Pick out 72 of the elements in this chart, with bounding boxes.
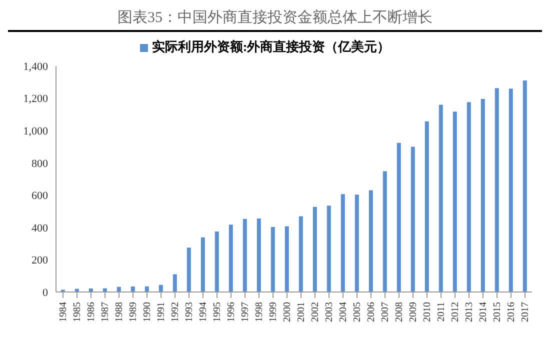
- y-tick-label: 1,400: [23, 60, 48, 73]
- x-tick-label: 1993: [184, 302, 196, 322]
- x-tick-label: 2002: [310, 302, 322, 322]
- bar: [340, 194, 345, 292]
- x-tick-label: 2013: [464, 302, 476, 322]
- x-tick-label: 1985: [72, 302, 84, 322]
- x-tick-label: 2015: [492, 302, 504, 322]
- bar: [200, 237, 205, 292]
- y-tick-label: 1,000: [23, 125, 48, 138]
- x-tick-label: 2005: [352, 302, 364, 322]
- x-tick-label: 2009: [408, 302, 420, 322]
- y-tick-label: 400: [32, 222, 48, 234]
- x-tick-label: 2000: [282, 302, 294, 322]
- x-tick-label: 2001: [296, 302, 308, 322]
- x-tick-label: 1989: [128, 302, 140, 322]
- x-tick-label: 2006: [366, 302, 378, 322]
- bar: [452, 112, 457, 292]
- bar: [158, 284, 163, 292]
- legend-label: 实际利用外资额:外商直接投资（亿美元）: [152, 39, 390, 54]
- y-tick-label: 800: [32, 158, 48, 170]
- x-tick-label: 1999: [268, 302, 280, 322]
- bar: [354, 194, 359, 292]
- bar: [508, 88, 513, 292]
- bar: [256, 218, 261, 292]
- bar: [494, 88, 499, 292]
- bar: [130, 286, 135, 292]
- y-tick-label: 0: [42, 286, 48, 299]
- bar: [438, 104, 443, 292]
- bar: [298, 216, 303, 292]
- bar: [382, 171, 387, 292]
- y-tick-label: 1,200: [23, 93, 48, 106]
- bar: [172, 274, 177, 292]
- bar: [326, 206, 331, 292]
- bar: [270, 226, 275, 292]
- x-tick-label: 2008: [394, 302, 406, 322]
- bar: [480, 98, 485, 292]
- bar: [410, 146, 415, 292]
- x-tick-label: 2016: [506, 302, 518, 322]
- x-tick-label: 2007: [380, 302, 392, 322]
- bar: [522, 80, 527, 292]
- bar: [312, 206, 317, 292]
- x-tick-label: 1984: [58, 302, 70, 322]
- bar: [242, 218, 247, 292]
- x-tick-label: 1986: [86, 302, 98, 322]
- x-tick-label: 1988: [114, 302, 126, 322]
- bar: [368, 190, 373, 292]
- bar: [284, 226, 289, 292]
- x-tick-label: 1992: [170, 302, 182, 322]
- x-tick-label: 1998: [254, 302, 266, 322]
- y-tick-label: 600: [32, 190, 48, 202]
- x-tick-label: 2010: [422, 302, 434, 322]
- x-tick-label: 1991: [156, 302, 168, 322]
- x-tick-label: 2011: [436, 302, 448, 322]
- x-tick-label: 1990: [142, 302, 154, 322]
- x-tick-label: 2003: [324, 302, 336, 322]
- x-tick-label: 1997: [240, 302, 252, 322]
- bar: [228, 224, 233, 292]
- bar: [424, 121, 429, 292]
- x-tick-label: 1996: [226, 302, 238, 322]
- bar: [396, 142, 401, 292]
- x-tick-label: 2017: [520, 302, 532, 322]
- bar: [466, 102, 471, 292]
- y-tick-label: 200: [32, 254, 48, 267]
- chart-title: 图表35：中国外商直接投资金额总体上不断增长: [116, 8, 434, 28]
- x-tick-label: 1994: [198, 302, 210, 322]
- bar: [214, 231, 219, 292]
- bar: [186, 248, 191, 292]
- x-tick-label: 1995: [212, 302, 224, 322]
- x-tick-label: 2012: [450, 302, 462, 322]
- x-tick-label: 2014: [478, 302, 490, 322]
- x-tick-label: 1987: [100, 302, 112, 322]
- x-tick-label: 2004: [338, 302, 350, 322]
